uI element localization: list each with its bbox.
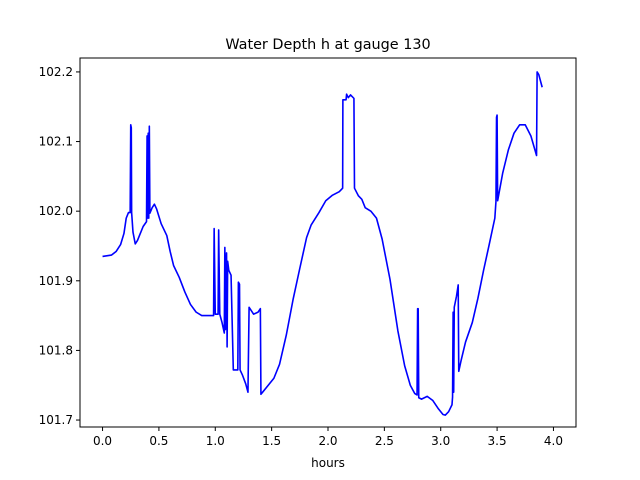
plot-area: [102, 71, 543, 416]
series-line-1: [102, 71, 543, 416]
chart-title: Water Depth h at gauge 130: [225, 37, 430, 53]
x-tick-label: 3.5: [488, 434, 507, 448]
y-tick-label: 101.9: [39, 274, 73, 288]
y-tick-label: 101.8: [39, 343, 73, 357]
y-tick-label: 102.0: [39, 204, 73, 218]
x-tick-label: 0.0: [93, 434, 112, 448]
x-axis-label: hours: [311, 456, 345, 470]
y-tick-label: 102.2: [39, 65, 73, 79]
y-tick-label: 101.7: [39, 413, 73, 427]
x-tick-label: 2.5: [375, 434, 394, 448]
y-tick-label: 102.1: [39, 135, 73, 149]
x-tick-label: 0.5: [149, 434, 168, 448]
y-axis: 101.7 101.8 101.9 102.0 102.1 102.2: [39, 65, 80, 427]
x-axis: 0.0 0.5 1.0 1.5 2.0 2.5 3.0 3.5 4.0: [93, 427, 563, 448]
x-tick-label: 2.0: [318, 434, 337, 448]
x-tick-label: 3.0: [431, 434, 450, 448]
plot-frame: [79, 57, 577, 428]
x-tick-label: 1.5: [262, 434, 281, 448]
x-tick-label: 4.0: [544, 434, 563, 448]
x-tick-label: 1.0: [206, 434, 225, 448]
